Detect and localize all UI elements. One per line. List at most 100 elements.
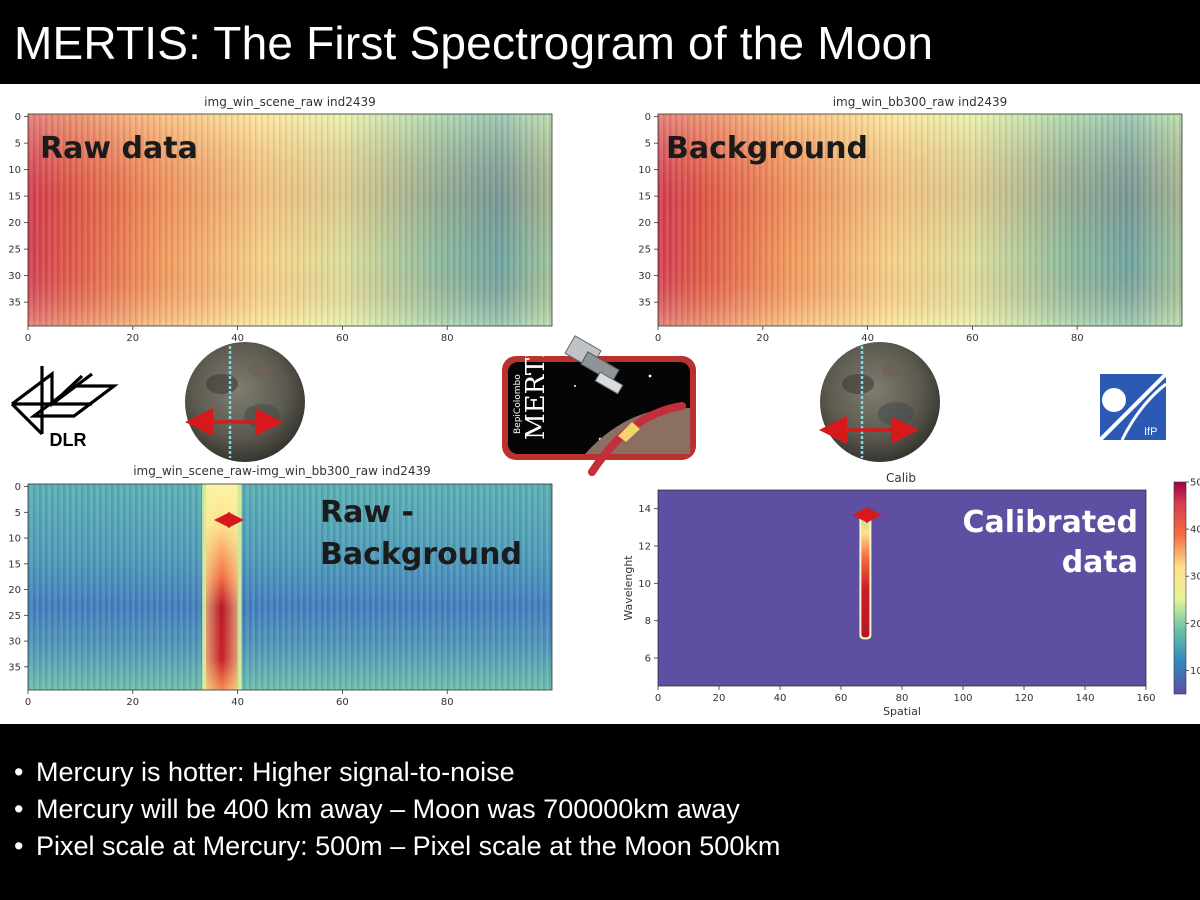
x-tick-label: 100: [953, 693, 972, 704]
y-tick-label: 25: [638, 245, 651, 256]
x-tick-label: 60: [336, 697, 349, 708]
bullet-dot-icon: •: [14, 794, 24, 824]
y-tick-label: 6: [645, 654, 651, 665]
colorbar-ticks: 10 20 30 40 50: [1186, 478, 1200, 677]
bullet-list: • Mercury is hotter: Higher signal-to-noi…: [14, 754, 780, 865]
background-x-ticks: 0 20 40 60 80: [655, 326, 1084, 344]
ifp-diagonal-stroke: [1098, 372, 1168, 442]
background-y-ticks: 0 5 10 15 20 25 30 35: [638, 112, 658, 309]
raw-x-ticks: 0 20 40 60 80: [25, 326, 454, 344]
y-tick-label: 30: [8, 271, 21, 282]
y-tick-label: 0: [15, 112, 21, 123]
x-tick-label: 80: [896, 693, 909, 704]
patch-star-1: [528, 372, 532, 376]
difference-panel: img_win_scene_raw-img_win_bb300_raw ind2…: [8, 464, 553, 708]
y-tick-label: 20: [8, 218, 21, 229]
title-bar: MERTIS: The First Spectrogram of the Moo…: [0, 0, 1200, 84]
x-tick-label: 40: [774, 693, 787, 704]
y-tick-label: 30: [638, 271, 651, 282]
raw-plot-title: img_win_scene_raw ind2439: [204, 95, 376, 109]
difference-signal-column: [202, 484, 242, 690]
spacecraft-icon: [564, 335, 624, 395]
x-tick-label: 80: [441, 697, 454, 708]
y-tick-label: 15: [8, 559, 21, 570]
raw-axes-frame: [27, 113, 553, 327]
y-tick-label: 5: [15, 139, 21, 150]
x-tick-label: 40: [231, 333, 244, 344]
ifp-text: IfP: [1144, 426, 1157, 438]
y-tick-label: 5: [645, 139, 651, 150]
moon-left-mare-1: [206, 374, 238, 394]
bullet-text: Mercury will be 400 km away – Moon was 7…: [36, 794, 740, 824]
spacecraft-module: [580, 351, 620, 383]
background-axes-frame: [657, 113, 1183, 327]
difference-plot-title: img_win_scene_raw-img_win_bb300_raw ind2…: [133, 464, 431, 478]
x-tick-label: 80: [1071, 333, 1084, 344]
x-tick-label: 160: [1136, 693, 1155, 704]
bullet-text: Pixel scale at Mercury: 500m – Pixel sca…: [36, 831, 781, 861]
calibrated-label-line1: Calibrated: [962, 505, 1138, 540]
dlr-mark-icon: [10, 366, 119, 436]
difference-y-ticks: 0 5 10 15 20 25 30 35: [8, 482, 28, 673]
x-tick-label: 0: [655, 693, 661, 704]
raw-data-label: Raw data: [40, 131, 198, 166]
calibrated-panel: Calib Calibrated data 0 20 40 60 80 100 120 140…: [622, 471, 1200, 718]
calibrated-heatmap: [658, 490, 1146, 686]
patch-bepi-text: BepiColombo: [513, 374, 523, 434]
y-tick-label: 14: [638, 504, 651, 515]
calibrated-plot-title: Calib: [886, 471, 916, 485]
y-tick-label: 15: [8, 192, 21, 203]
figure-area: img_win_scene_raw ind2439 Raw data 0 20 40…: [8, 95, 1200, 718]
x-tick-label: 60: [966, 333, 979, 344]
signal-edge-glow: [206, 484, 238, 690]
y-tick-label: 25: [8, 611, 21, 622]
difference-heatmap-stripes: [28, 484, 552, 690]
y-tick-label: 8: [645, 616, 651, 627]
calibrated-signal-column: [859, 512, 872, 640]
x-tick-label: 20: [126, 333, 139, 344]
patch-star-2: [574, 385, 576, 387]
spacecraft-radiator: [594, 371, 624, 395]
calibrated-x-label: Spatial: [883, 705, 921, 718]
difference-x-ticks: 0 20 40 60 80: [25, 690, 454, 708]
calib-signal-core: [861, 514, 870, 638]
colorbar-tick-label: 50: [1190, 478, 1200, 489]
difference-axes-frame: [27, 483, 553, 691]
x-tick-label: 120: [1014, 693, 1033, 704]
x-tick-label: 0: [25, 333, 31, 344]
bullet-dot-icon: •: [14, 757, 24, 787]
y-tick-label: 20: [8, 585, 21, 596]
colorbar: [1173, 481, 1187, 695]
colorbar-tick-label: 30: [1190, 572, 1200, 583]
y-tick-label: 12: [638, 542, 651, 553]
calibrated-x-ticks: 0 20 40 60 80 100 120 140 160: [655, 686, 1156, 704]
colorbar-tick-label: 20: [1190, 619, 1200, 630]
x-tick-label: 60: [835, 693, 848, 704]
x-tick-label: 60: [336, 333, 349, 344]
background-heatmap-stripes: [658, 114, 1182, 326]
patch-mertis-text: MERTIS: [521, 330, 551, 440]
x-tick-label: 80: [441, 333, 454, 344]
raw-y-ticks: 0 5 10 15 20 25 30 35: [8, 112, 28, 309]
bullet-item: • Mercury will be 400 km away – Moon was …: [14, 791, 780, 828]
patch-yellow-strip: [618, 422, 640, 442]
y-tick-label: 5: [15, 508, 21, 519]
calibrated-y-label: Wavelenght: [622, 555, 635, 621]
raw-heatmap-stripes: [28, 114, 552, 326]
x-tick-label: 0: [655, 333, 661, 344]
x-tick-label: 20: [126, 697, 139, 708]
moon-left-disk: [185, 342, 305, 462]
background-panel: img_win_bb300_raw ind2439 Background 0 20…: [638, 95, 1183, 344]
dlr-logo: DLR: [10, 366, 119, 450]
bullet-section: • Mercury is hotter: Higher signal-to-noi…: [0, 724, 1200, 900]
calibrated-y-ticks: 6 8 10 12 14: [638, 504, 658, 665]
moon-right-mare-2: [878, 402, 914, 426]
x-tick-label: 20: [756, 333, 769, 344]
y-tick-label: 35: [638, 298, 651, 309]
bullet-item: • Pixel scale at Mercury: 500m – Pixel sc…: [14, 828, 780, 865]
y-tick-label: 35: [8, 662, 21, 673]
ifp-logo: IfP: [1098, 372, 1168, 442]
y-tick-label: 0: [15, 482, 21, 493]
y-tick-label: 30: [8, 637, 21, 648]
calibrated-label-line2: data: [1062, 545, 1138, 580]
